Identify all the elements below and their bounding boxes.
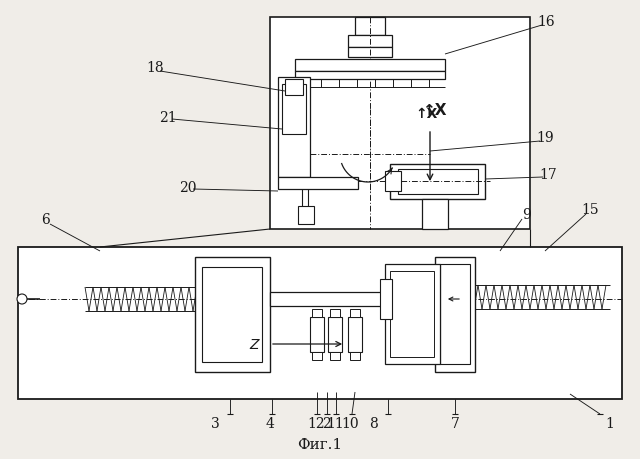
Text: ↑X: ↑X [416,107,438,121]
Bar [355,18,385,36]
Text: 12: 12 [307,416,325,430]
Text: Фиг.1: Фиг.1 [298,437,342,451]
Text: 3: 3 [211,416,220,430]
Bar [330,309,340,317]
Bar [440,264,470,364]
Bar [390,165,485,200]
Bar [390,271,434,357]
Bar [270,18,530,230]
Text: 18: 18 [146,61,164,75]
Bar [278,178,358,190]
Bar [348,317,362,352]
Bar [348,36,392,48]
Bar [18,247,622,399]
Text: 11: 11 [326,416,344,430]
Bar [298,207,314,224]
Bar [202,268,262,362]
Bar [435,257,475,372]
Bar [350,309,360,317]
Bar [295,60,445,72]
Bar [195,257,270,372]
Bar [295,72,445,80]
Bar [310,317,324,352]
Bar [330,352,340,360]
Bar [385,264,440,364]
Bar [278,78,310,178]
Bar [312,309,322,317]
Bar [380,280,392,319]
Text: 4: 4 [266,416,275,430]
Text: Z: Z [249,337,259,351]
Text: 7: 7 [451,416,460,430]
Bar [385,172,401,191]
Text: 20: 20 [179,180,196,195]
Text: 6: 6 [40,213,49,226]
Bar [350,352,360,360]
Bar [312,352,322,360]
Text: 19: 19 [536,131,554,145]
Bar [282,85,306,134]
Text: 17: 17 [539,168,557,182]
Text: 21: 21 [159,111,177,125]
Bar [348,48,392,58]
Text: 10: 10 [341,416,359,430]
Text: 9: 9 [523,207,531,222]
Bar [285,80,303,96]
Text: 16: 16 [537,15,555,29]
Bar [398,170,478,195]
Text: 8: 8 [369,416,378,430]
Bar [270,292,440,306]
Text: ↑X: ↑X [422,102,446,117]
Bar [328,317,342,352]
Text: 1: 1 [605,416,614,430]
Text: 2: 2 [322,416,330,430]
Circle shape [17,294,27,304]
Text: 15: 15 [581,202,599,217]
Bar [422,200,448,230]
